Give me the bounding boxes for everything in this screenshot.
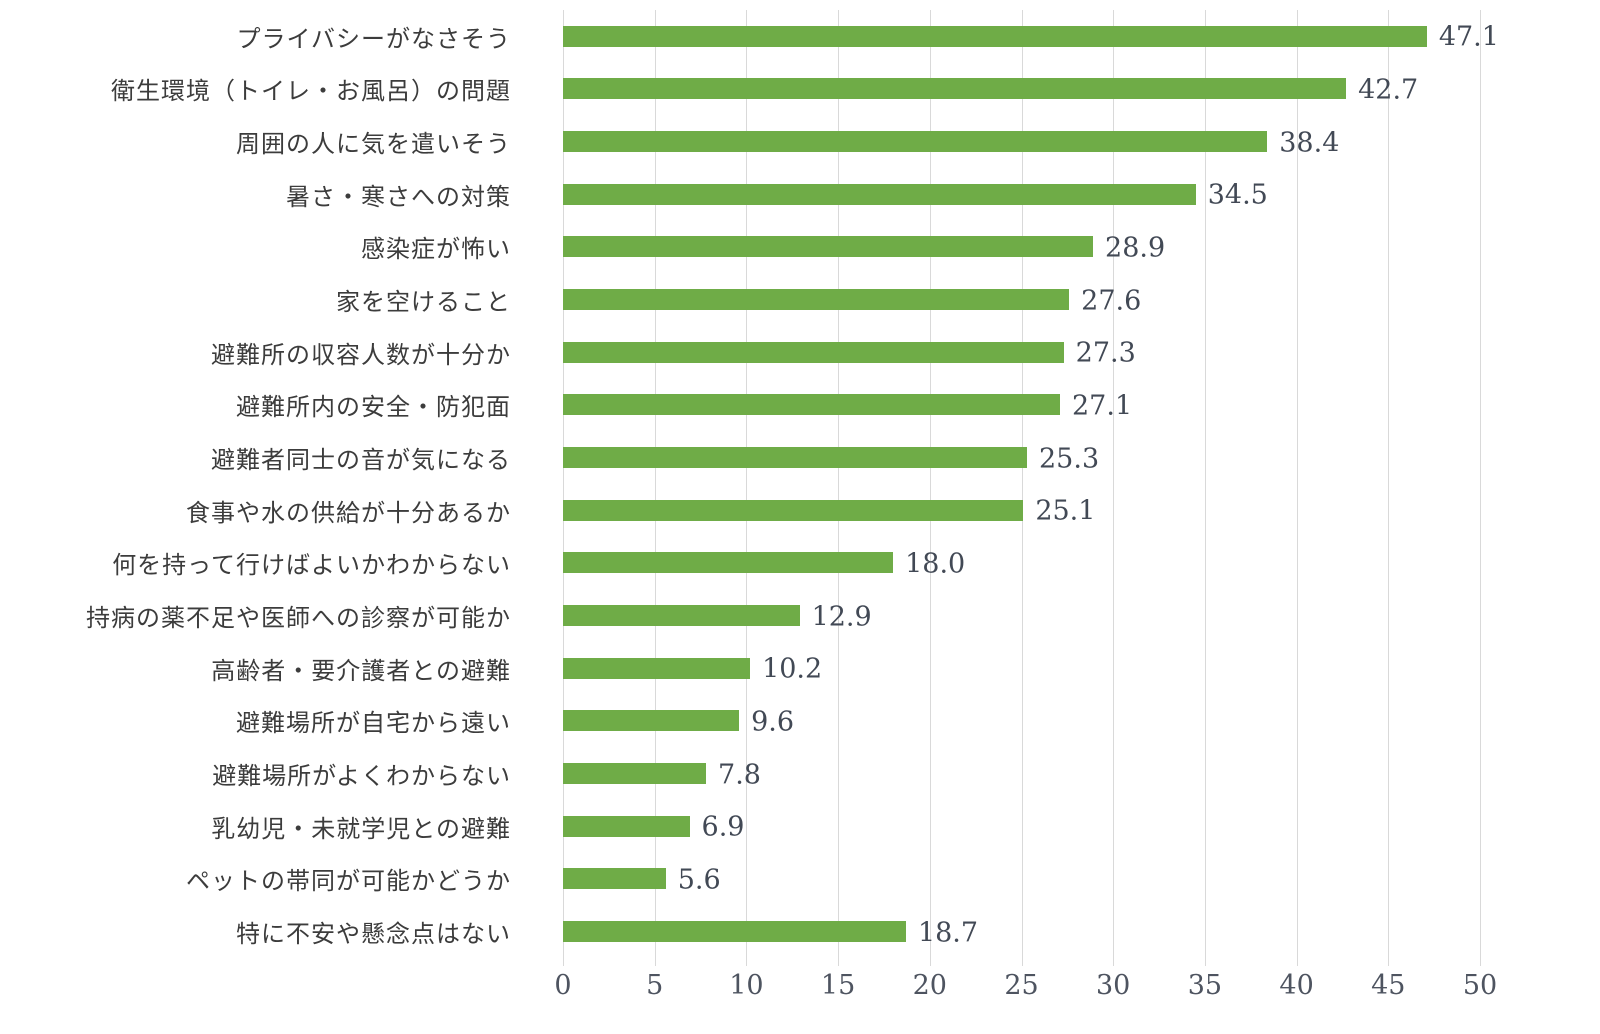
gridline (838, 10, 840, 966)
bar-value-label: 27.1 (1072, 390, 1133, 422)
bar (563, 868, 666, 890)
bar (563, 183, 1196, 205)
bar-value-label: 25.3 (1039, 443, 1100, 475)
category-label: 持病の薬不足や医師への診察が可能か (86, 604, 511, 633)
bar (563, 921, 906, 943)
x-tick-label: 35 (1187, 970, 1223, 1001)
bar-value-label: 47.1 (1438, 21, 1499, 53)
bar (563, 605, 800, 627)
bar-value-label: 9.6 (751, 706, 795, 738)
bar-value-label: 18.0 (905, 548, 966, 580)
category-label: 避難者同士の音が気になる (211, 446, 511, 475)
bar-row: 18.0 (563, 537, 1480, 590)
bar (563, 815, 690, 837)
gridline (1480, 10, 1481, 966)
gridline (929, 10, 931, 966)
x-tick-label: 25 (1004, 970, 1039, 1001)
bar-value-label: 42.7 (1358, 74, 1419, 106)
gridline (1388, 10, 1390, 966)
bar-row: 27.1 (563, 379, 1480, 432)
bar-value-label: 18.7 (917, 917, 979, 949)
bar-row: 38.4 (563, 115, 1480, 168)
x-tick-label: 45 (1371, 970, 1406, 1001)
bar-value-label: 34.5 (1207, 179, 1268, 211)
category-label: 衛生環境（トイレ・お風呂）の問題 (111, 77, 511, 106)
category-label: 何を持って行けばよいかわからない (112, 551, 511, 580)
gridline (563, 10, 564, 966)
bar (563, 447, 1027, 469)
bar (563, 657, 751, 679)
bar-row: 12.9 (563, 589, 1480, 642)
category-label: 避難所内の安全・防犯面 (236, 393, 511, 422)
bar (563, 341, 1064, 363)
bar (563, 394, 1060, 416)
bar (563, 499, 1024, 521)
bar-value-label: 27.3 (1075, 337, 1136, 369)
bar-row: 42.7 (563, 63, 1480, 116)
gridline (746, 10, 748, 966)
x-tick-label: 10 (729, 970, 764, 1001)
bar-row: 5.6 (563, 853, 1480, 906)
bar (563, 763, 707, 785)
bar-row: 25.3 (563, 431, 1480, 484)
bar (563, 289, 1070, 311)
bar-row: 18.7 (563, 905, 1480, 958)
bar (563, 25, 1427, 47)
category-label: 乳幼児・未就学児との避難 (211, 814, 511, 843)
bar-row: 9.6 (563, 695, 1480, 748)
gridline (1296, 10, 1298, 966)
x-tick-label: 50 (1462, 970, 1498, 1001)
plot-area: 47.1 42.7 38.4 34.5 28.9 27.6 27.3 27.1 25.3 25.1… (563, 10, 1499, 966)
bar-row: 6.9 (563, 800, 1480, 853)
bar-value-label: 6.9 (701, 811, 745, 843)
category-label: 避難場所がよくわからない (212, 762, 511, 791)
category-label: 周囲の人に気を遣いそう (236, 130, 511, 159)
category-label: 避難所の収容人数が十分か (211, 340, 511, 369)
bar-row: 10.2 (563, 642, 1480, 695)
bar (563, 78, 1347, 100)
bar (563, 236, 1094, 258)
bar (563, 552, 894, 574)
gridline (654, 10, 656, 966)
bar-value-label: 10.2 (762, 653, 823, 685)
x-tick-label: 0 (554, 970, 572, 1001)
gridline (1021, 10, 1023, 966)
bar-row: 27.6 (563, 273, 1480, 326)
category-label: 家を空けること (336, 288, 511, 317)
x-axis: 0 5 10 15 20 25 30 35 40 45 50 (554, 970, 1497, 1006)
category-axis: プライバシーがなさそう衛生環境（トイレ・お風呂）の問題周囲の人に気を遣いそう暑さ… (0, 10, 537, 958)
bar-row: 27.3 (563, 326, 1480, 379)
x-tick-label: 15 (820, 970, 856, 1001)
x-tick-label: 5 (646, 970, 664, 1001)
category-label: 食事や水の供給が十分あるか (186, 498, 511, 527)
bar-value-label: 27.6 (1081, 285, 1142, 317)
x-tick-label: 30 (1096, 970, 1131, 1001)
category-label: 高齢者・要介護者との避難 (211, 656, 511, 685)
category-label: 避難場所が自宅から遠い (236, 709, 511, 738)
category-label: ペットの帯同が可能かどうか (186, 867, 511, 896)
category-label: 感染症が怖い (361, 235, 511, 264)
bar-row: 28.9 (563, 221, 1480, 274)
x-tick-label: 20 (912, 970, 947, 1001)
bar-value-label: 25.1 (1035, 495, 1096, 527)
bar-value-label: 5.6 (677, 864, 721, 896)
bar-value-label: 7.8 (718, 759, 761, 791)
category-label: 暑さ・寒さへの対策 (286, 182, 511, 211)
bar-row: 7.8 (563, 747, 1480, 800)
gridline (1113, 10, 1115, 966)
bar-row: 25.1 (563, 484, 1480, 537)
category-label: 特に不安や懸念点はない (236, 920, 511, 949)
bar-value-label: 12.9 (811, 601, 872, 633)
x-tick-label: 40 (1279, 970, 1314, 1001)
bar-row: 47.1 (563, 10, 1499, 63)
gridline (1204, 10, 1206, 966)
bar (563, 131, 1268, 153)
category-label: プライバシーがなさそう (236, 24, 511, 53)
bar (563, 710, 740, 732)
bar-row: 34.5 (563, 168, 1480, 221)
bar-value-label: 38.4 (1279, 127, 1340, 159)
bar-value-label: 28.9 (1105, 232, 1166, 264)
